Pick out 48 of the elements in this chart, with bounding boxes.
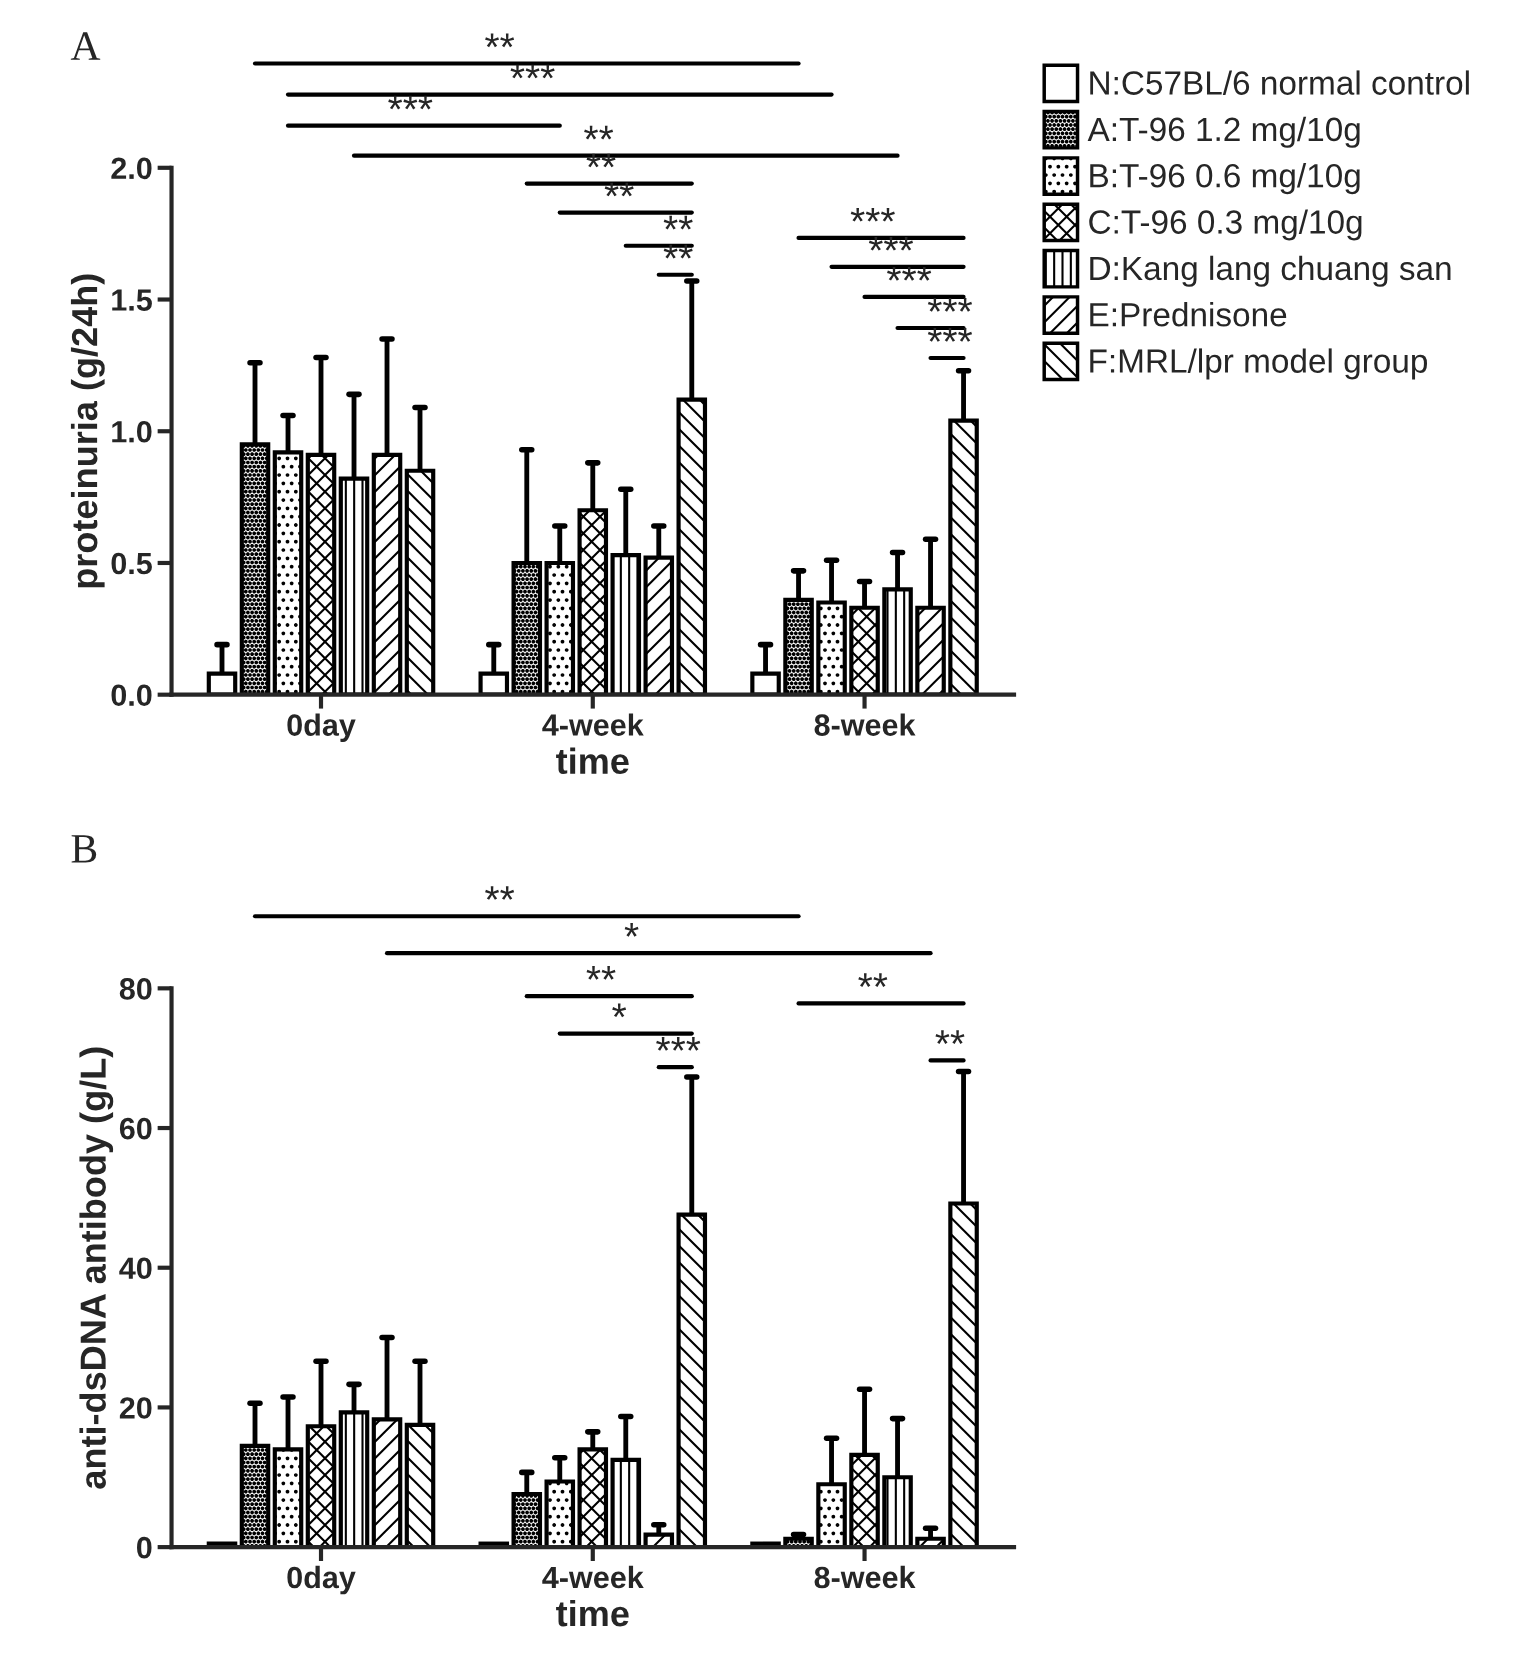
annotation: ** bbox=[663, 215, 693, 230]
legend-label: F:MRL/lpr model group bbox=[1090, 348, 1428, 380]
legend-label: E:Prednisone bbox=[1090, 302, 1287, 327]
legend-label: N:C57BL/6 normal control bbox=[1090, 70, 1469, 95]
y-axis-title: proteinuria (g/24h) bbox=[70, 274, 105, 588]
text: *** bbox=[510, 64, 555, 79]
x-tick-label: 8-week bbox=[814, 713, 916, 736]
annotation: *** bbox=[850, 207, 895, 222]
text: *** bbox=[388, 95, 433, 110]
annotation: ** bbox=[935, 1030, 965, 1044]
text: ** bbox=[485, 33, 515, 48]
x-tick-label: 8-week bbox=[814, 1565, 916, 1589]
y-tick-label: 0 bbox=[137, 1536, 152, 1559]
x-tick-label: 0day bbox=[287, 1565, 356, 1595]
annotation: ** bbox=[604, 182, 634, 197]
legend-label: D:Kang lang chuang san bbox=[1090, 255, 1451, 287]
y-axis-title: anti-dsDNA antibody (g/L) bbox=[79, 1047, 114, 1489]
annotation: * bbox=[612, 1003, 627, 1018]
y-tick-label: 1.0 bbox=[112, 420, 152, 443]
legend-label: B:T-96 0.6 mg/10g bbox=[1090, 163, 1360, 195]
text: ** bbox=[586, 966, 616, 980]
annotation: *** bbox=[927, 298, 973, 312]
y-tick-label: 2.0 bbox=[111, 157, 152, 180]
legend-label: C:T-96 0.3 mg/10g bbox=[1089, 209, 1362, 241]
x-tick-label: 4-week bbox=[542, 1565, 644, 1589]
x-tick-label: 0day bbox=[287, 713, 356, 742]
annotation: *** bbox=[868, 236, 914, 251]
text: ** bbox=[485, 886, 515, 900]
text: ** bbox=[858, 973, 888, 987]
annotation: *** bbox=[927, 328, 973, 342]
text: * bbox=[624, 923, 639, 937]
y-tick-label: 80 bbox=[119, 978, 152, 1000]
legend-label: A:T-96 1.2 mg/10g bbox=[1087, 116, 1360, 148]
y-tick-label: 40 bbox=[119, 1257, 152, 1280]
y-tick-label: 1.5 bbox=[112, 289, 152, 311]
y-tick-label: 0.5 bbox=[111, 552, 152, 575]
y-tick-label: 20 bbox=[119, 1397, 152, 1419]
chart-title: A bbox=[70, 32, 101, 60]
chart-title: B bbox=[71, 835, 97, 863]
x-axis-title: time bbox=[556, 1599, 629, 1627]
y-tick-label: 0.0 bbox=[111, 684, 152, 707]
annotation: *** bbox=[656, 1037, 701, 1051]
x-tick-label: 4-week bbox=[542, 713, 644, 736]
y-tick-label: 60 bbox=[119, 1117, 152, 1140]
annotation: ** bbox=[663, 244, 693, 259]
annotation: *** bbox=[887, 266, 932, 281]
text: ** bbox=[584, 125, 614, 140]
x-axis-title: time bbox=[556, 747, 629, 775]
